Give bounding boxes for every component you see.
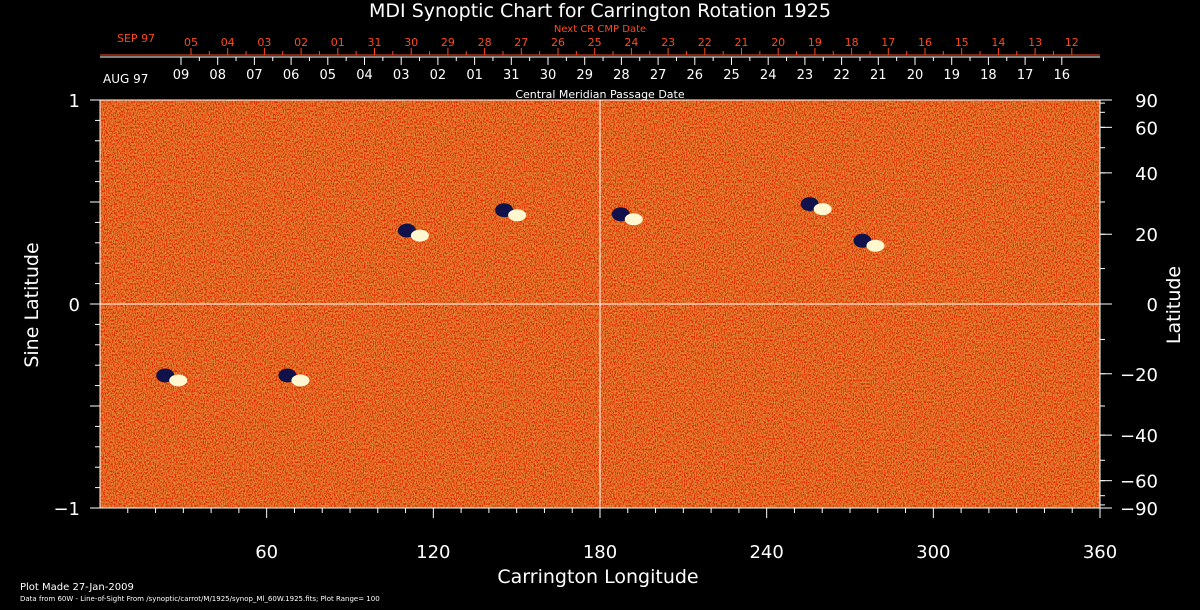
next-cr-tick-label: 28	[478, 36, 492, 49]
x-tick-label: 120	[416, 542, 450, 563]
cmp-tick-label: 29	[576, 68, 593, 83]
chart-title: MDI Synoptic Chart for Carrington Rotati…	[369, 0, 831, 22]
y-left-tick-label: 1	[69, 91, 80, 112]
active-region-positive-polarity	[508, 209, 527, 222]
cmp-tick-label: 01	[466, 68, 483, 83]
y-right-tick-label: −40	[1120, 426, 1158, 447]
next-cr-tick-label: 25	[588, 36, 602, 49]
x-tick-label: 60	[255, 542, 278, 563]
cmp-tick-label: 02	[430, 68, 447, 83]
x-tick-label: 240	[749, 542, 783, 563]
cmp-tick-label: 19	[943, 68, 960, 83]
cmp-tick-label: 18	[980, 68, 997, 83]
y-right-tick-label: 0	[1147, 295, 1158, 316]
y-right-tick-label: 40	[1135, 164, 1158, 185]
next-cr-tick-label: 18	[845, 36, 859, 49]
y-right-tick-label: −60	[1120, 472, 1158, 493]
next-cr-tick-label: 17	[881, 36, 895, 49]
active-region-positive-polarity	[624, 213, 643, 226]
next-cr-tick-label: 05	[184, 36, 198, 49]
cmp-tick-label: 26	[687, 68, 704, 83]
next-cr-tick-label: 22	[698, 36, 712, 49]
next-cr-tick-label: 03	[257, 36, 271, 49]
cmp-tick-label: 28	[613, 68, 630, 83]
plot-made-note: Plot Made 27-Jan-2009	[20, 582, 134, 593]
y-axis-right: 90 60 40 20 0 −20 −40 −60 −90	[1100, 91, 1158, 520]
cmp-tick-label: 30	[540, 68, 557, 83]
next-cr-tick-label: 13	[1028, 36, 1042, 49]
next-cr-tick-label: 16	[918, 36, 932, 49]
cmp-tick-label: 06	[283, 68, 300, 83]
next-cr-axis-title: Next CR CMP Date	[554, 24, 646, 35]
cmp-tick-label: 23	[797, 68, 814, 83]
magnetogram-map	[100, 100, 1100, 508]
y-right-tick-label: −20	[1120, 365, 1158, 386]
next-cr-month-label: SEP 97	[117, 32, 155, 45]
x-axis: 60 120 180 240 300 360	[127, 508, 1117, 563]
next-cr-tick-label: 21	[735, 36, 749, 49]
x-tick-label: 180	[583, 542, 617, 563]
cmp-axis-title: Central Meridian Passage Date	[515, 88, 684, 101]
cmp-tick-label: 25	[723, 68, 740, 83]
x-tick-label: 360	[1083, 542, 1117, 563]
y-right-tick-label: 90	[1135, 91, 1158, 112]
y-right-tick-label: 20	[1135, 225, 1158, 246]
next-cr-tick-label: 19	[808, 36, 822, 49]
cmp-month-label: AUG 97	[103, 72, 148, 86]
next-cr-tick-label: 30	[404, 36, 418, 49]
y-axis-left: 1 0 −1	[53, 91, 100, 520]
cmp-tick-label: 24	[760, 68, 777, 83]
cmp-tick-label: 31	[503, 68, 520, 83]
cmp-tick-label: 27	[650, 68, 667, 83]
next-cr-tick-label: 31	[368, 36, 382, 49]
x-tick-label: 300	[916, 542, 950, 563]
y-right-tick-label: 60	[1135, 118, 1158, 139]
next-cr-tick-label: 20	[771, 36, 785, 49]
next-cr-tick-label: 14	[991, 36, 1005, 49]
cmp-axis-ticks: 09 08 07 06 05 04 03 02 01 31 30 29 28 27 26 25 24 23 22 21…	[173, 57, 1070, 83]
next-cr-tick-label: 15	[955, 36, 969, 49]
active-region-positive-polarity	[410, 229, 429, 242]
cmp-tick-label: 09	[173, 68, 190, 83]
cmp-tick-label: 16	[1054, 68, 1071, 83]
cmp-tick-label: 05	[320, 68, 337, 83]
next-cr-tick-label: 01	[331, 36, 345, 49]
active-regions	[156, 197, 885, 387]
cmp-tick-label: 20	[907, 68, 924, 83]
next-cr-tick-label: 23	[661, 36, 675, 49]
cmp-tick-label: 04	[356, 68, 373, 83]
y-left-tick-label: −1	[53, 499, 80, 520]
active-region-positive-polarity	[291, 374, 310, 387]
next-cr-axis-ticks: 05 04 03 02 01 31 30 29 28 27 26 25 24 23 22 21 20 19 18 17…	[184, 36, 1079, 55]
x-axis-label: Carrington Longitude	[497, 566, 698, 588]
cmp-tick-label: 17	[1017, 68, 1034, 83]
cmp-tick-label: 07	[246, 68, 263, 83]
cmp-tick-label: 08	[209, 68, 226, 83]
y-axis-right-label: Latitude	[1163, 266, 1185, 344]
active-region-positive-polarity	[169, 374, 188, 387]
next-cr-tick-label: 29	[441, 36, 455, 49]
next-cr-tick-label: 26	[551, 36, 565, 49]
y-right-tick-label: −90	[1120, 499, 1158, 520]
cmp-tick-label: 22	[833, 68, 850, 83]
y-axis-left-label: Sine Latitude	[21, 242, 43, 367]
next-cr-tick-label: 04	[221, 36, 235, 49]
data-source-note: Data from 60W - Line-of-Sight From /syno…	[20, 595, 380, 603]
next-cr-tick-label: 12	[1065, 36, 1079, 49]
active-region-positive-polarity	[813, 203, 832, 216]
cmp-tick-label: 21	[870, 68, 887, 83]
active-region-positive-polarity	[866, 239, 885, 252]
cmp-tick-label: 03	[393, 68, 410, 83]
y-left-tick-label: 0	[69, 295, 80, 316]
next-cr-tick-label: 24	[624, 36, 638, 49]
next-cr-tick-label: 27	[514, 36, 528, 49]
next-cr-tick-label: 02	[294, 36, 308, 49]
